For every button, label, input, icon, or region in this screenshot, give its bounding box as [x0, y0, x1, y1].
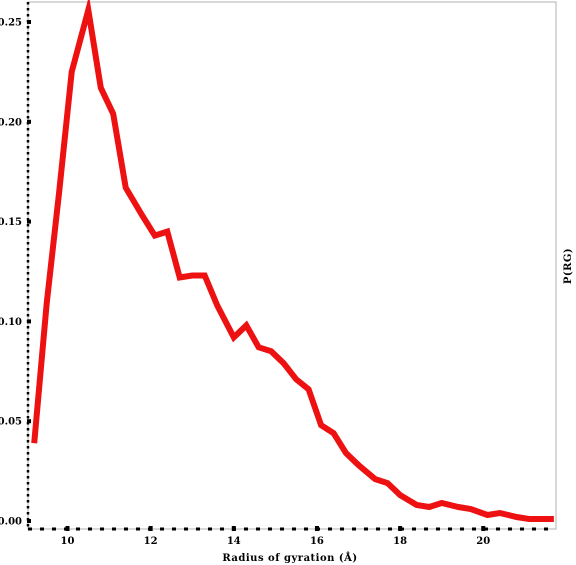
x-axis-label: Radius of gyration (Å) [222, 552, 357, 564]
x-tick-mark [398, 526, 403, 531]
x-tick-mark [314, 526, 319, 531]
x-tick-mark [481, 526, 486, 531]
series-line [31, 0, 554, 522]
y-tick-mark [27, 19, 31, 24]
y-tick-mark [27, 219, 31, 224]
series-group [31, 0, 554, 522]
x-tick-mark [148, 526, 153, 531]
plot-frame [27, 1, 557, 530]
y-tick-label: 0.15 [0, 217, 22, 228]
x-axis: 10 12 14 16 18 20 [28, 526, 556, 547]
y-tick-mark [27, 419, 31, 424]
y-tick-mark [27, 119, 31, 124]
y-tick-label: 0.05 [0, 417, 22, 428]
x-tick-label: 20 [476, 536, 490, 547]
y-tick-label: 0.25 [0, 17, 22, 28]
y-axis-label: P(RG) [563, 248, 574, 284]
y-tick-mark [27, 519, 31, 524]
y-tick-mark [27, 319, 31, 324]
y-tick-label: 0.10 [0, 317, 22, 328]
y-tick-label: 0.00 [0, 517, 22, 528]
x-tick-label: 14 [227, 536, 241, 547]
x-tick-mark [231, 526, 236, 531]
x-tick-label: 16 [310, 536, 324, 547]
y-axis: 0.00 0.05 0.10 0.15 0.20 0.25 [0, 2, 31, 529]
x-tick-label: 12 [144, 536, 158, 547]
y-tick-label: 0.20 [0, 117, 22, 128]
x-tick-label: 18 [393, 536, 407, 547]
x-tick-label: 10 [61, 536, 75, 547]
x-tick-mark [65, 526, 70, 531]
